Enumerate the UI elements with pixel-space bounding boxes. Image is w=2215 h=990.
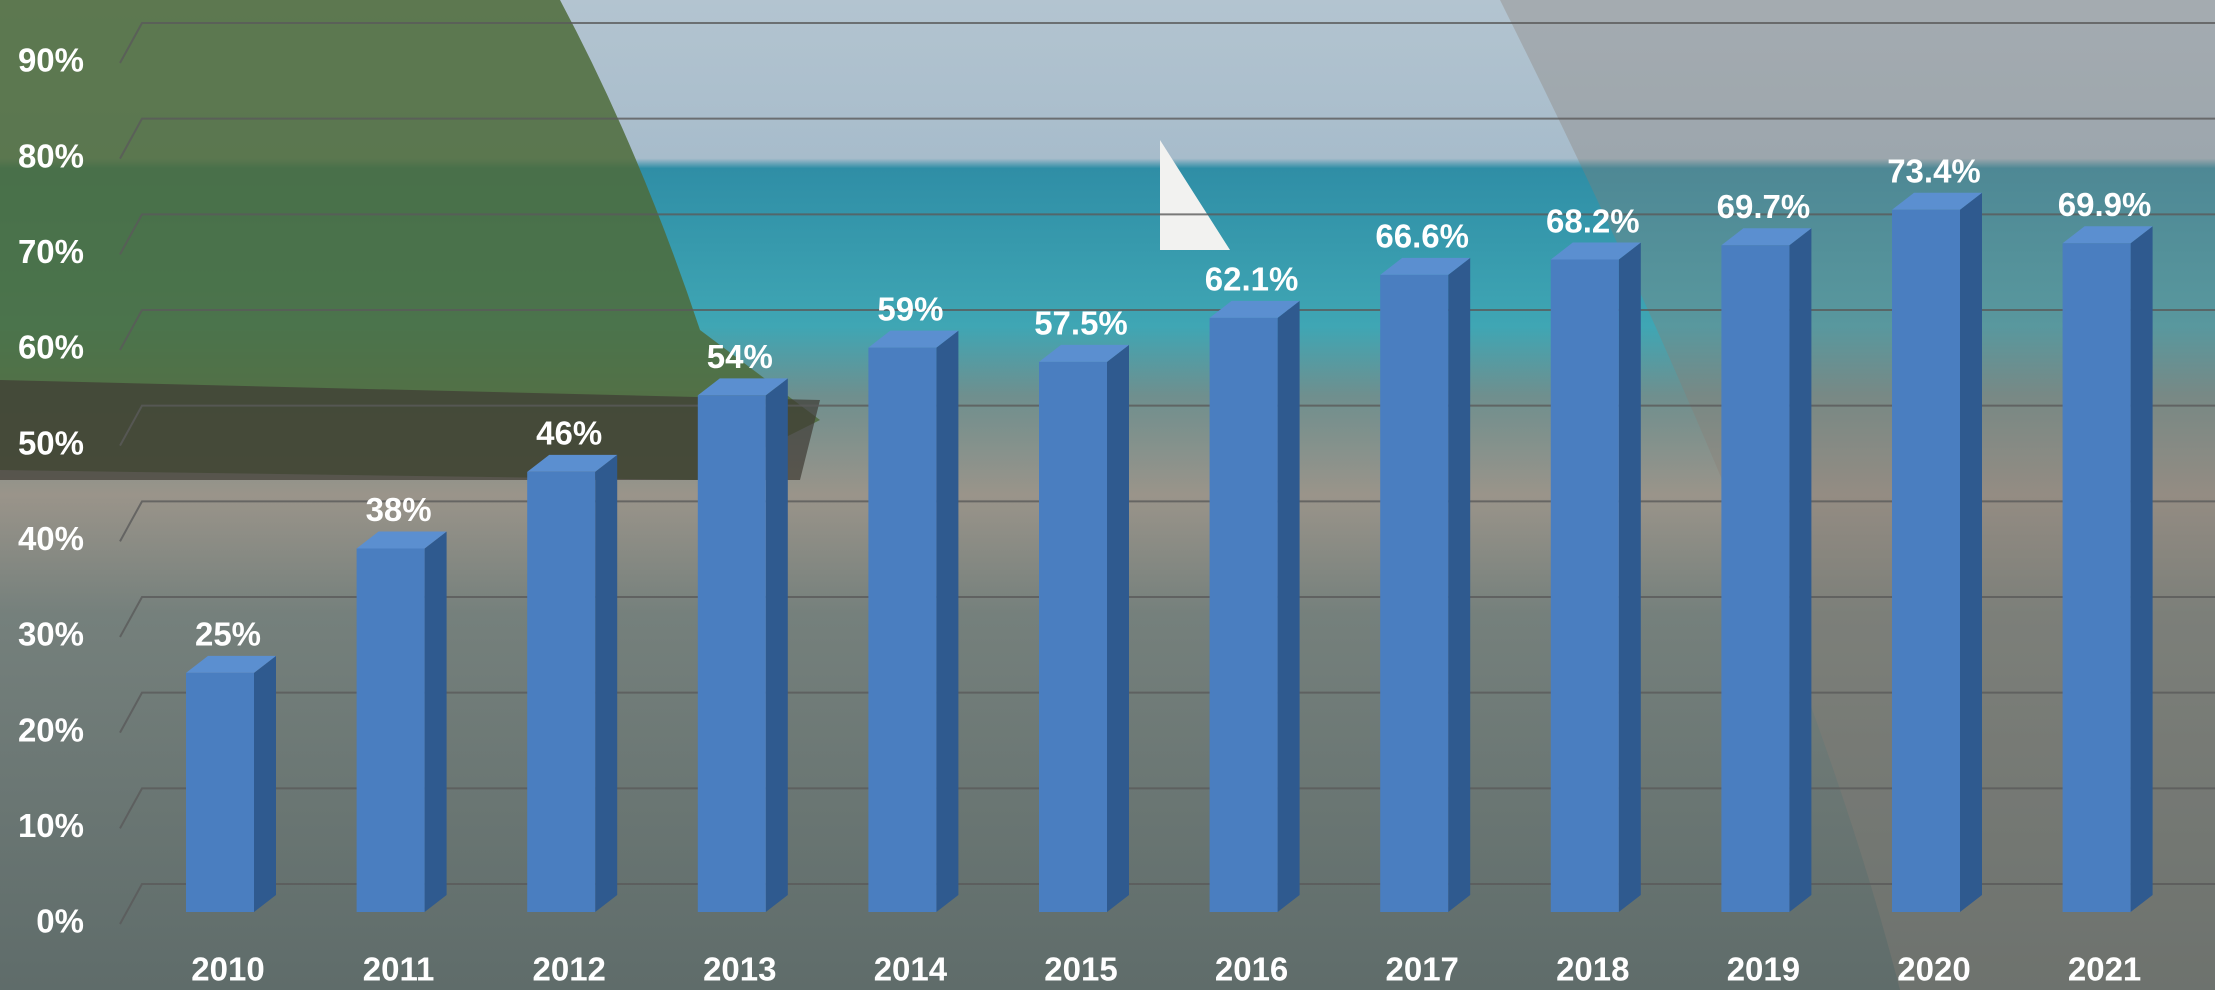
- bar-front: [1039, 361, 1107, 913]
- bar-top: [697, 378, 788, 396]
- bar-top: [1550, 242, 1641, 260]
- data-label: 66.6%: [1375, 218, 1469, 255]
- bar-top: [2062, 226, 2153, 244]
- bar-front: [2062, 243, 2131, 913]
- x-tick-label: 2021: [2068, 951, 2141, 988]
- grid-line: [119, 883, 2215, 925]
- bar-side: [1277, 300, 1300, 912]
- trees: [0, 0, 820, 480]
- y-tick-label: 0%: [36, 903, 84, 940]
- x-tick-label: 2017: [1385, 951, 1458, 988]
- y-tick-label: 60%: [18, 329, 84, 366]
- grid-line: [119, 787, 2215, 829]
- bar-top: [1380, 257, 1471, 275]
- bar-side: [1107, 344, 1129, 913]
- bar-top: [1209, 300, 1300, 318]
- data-label: 57.5%: [1034, 305, 1128, 342]
- x-tick-label: 2018: [1556, 951, 1629, 988]
- x-tick-label: 2010: [191, 951, 264, 988]
- bar: [1039, 344, 1129, 913]
- grid-line: [119, 117, 2215, 160]
- bar-side: [595, 454, 618, 912]
- grid-line: [119, 691, 2215, 734]
- bar-side: [1960, 192, 1982, 913]
- data-label: 73.4%: [1887, 153, 1981, 190]
- x-tick-label: 2011: [363, 951, 435, 988]
- bar: [1550, 242, 1641, 912]
- x-tick-label: 2015: [1044, 951, 1117, 988]
- x-tick-label: 2019: [1727, 951, 1800, 988]
- grid-line: [119, 309, 2215, 351]
- sail: [1160, 140, 1230, 250]
- bar: [2062, 226, 2153, 913]
- bar-top: [868, 330, 959, 348]
- bar: [1721, 228, 1812, 912]
- bar-top: [186, 655, 276, 673]
- data-label: 59%: [877, 290, 943, 327]
- bar: [186, 655, 276, 912]
- data-label: 54%: [707, 338, 773, 375]
- data-label: 69.9%: [2058, 186, 2152, 223]
- bar-front: [1550, 259, 1619, 912]
- bar-side: [424, 531, 447, 912]
- x-tick-label: 2016: [1215, 951, 1288, 988]
- bar-top: [1039, 344, 1129, 362]
- bar-front: [1721, 245, 1790, 912]
- bar-side: [936, 330, 959, 913]
- grid-line: [119, 404, 2215, 447]
- y-tick-label: 90%: [18, 42, 84, 79]
- bar-side: [1789, 228, 1812, 912]
- bar-top: [1892, 192, 1982, 210]
- bar-top: [1721, 228, 1812, 246]
- bar: [1209, 300, 1300, 912]
- x-tick-label: 2012: [532, 951, 605, 988]
- bar-side: [254, 655, 276, 912]
- y-tick-label: 10%: [18, 807, 84, 844]
- bar-front: [1209, 317, 1278, 912]
- bar-top: [356, 531, 447, 549]
- grid-line: [119, 22, 2215, 64]
- bar-front: [1380, 274, 1449, 912]
- bar-front: [186, 672, 254, 912]
- data-label: 38%: [366, 491, 432, 528]
- bar-front: [868, 347, 937, 913]
- x-tick-label: 2020: [1897, 951, 1970, 988]
- bar-side: [1448, 257, 1471, 912]
- x-tick-label: 2014: [874, 951, 948, 988]
- bar: [527, 454, 618, 912]
- grid-line: [119, 596, 2215, 638]
- data-label: 68.2%: [1546, 202, 1640, 239]
- bar-front: [697, 395, 766, 912]
- x-tick-label: 2013: [703, 951, 776, 988]
- data-label: 69.7%: [1717, 188, 1811, 225]
- bar-side: [765, 378, 788, 912]
- branches: [1500, 0, 2215, 990]
- bar-front: [527, 471, 596, 912]
- y-tick-label: 70%: [18, 233, 84, 270]
- y-tick-label: 40%: [18, 520, 84, 557]
- y-tick-label: 80%: [18, 137, 84, 174]
- bar-top: [527, 454, 618, 472]
- y-tick-label: 30%: [18, 616, 84, 653]
- data-label: 62.1%: [1205, 261, 1299, 298]
- data-label: 46%: [536, 415, 602, 452]
- bar-side: [2130, 226, 2153, 913]
- data-label: 25%: [195, 616, 261, 653]
- y-tick-label: 50%: [18, 424, 84, 461]
- bar: [868, 330, 959, 913]
- bar: [1380, 257, 1471, 912]
- bar: [697, 378, 788, 912]
- bar: [356, 531, 447, 912]
- grid-line: [119, 213, 2215, 255]
- bar-front: [356, 548, 425, 912]
- bar: [1892, 192, 1982, 913]
- grid-line: [119, 500, 2215, 542]
- bar-front: [1892, 209, 1960, 913]
- y-tick-label: 20%: [18, 711, 84, 748]
- bar-side: [1618, 242, 1641, 912]
